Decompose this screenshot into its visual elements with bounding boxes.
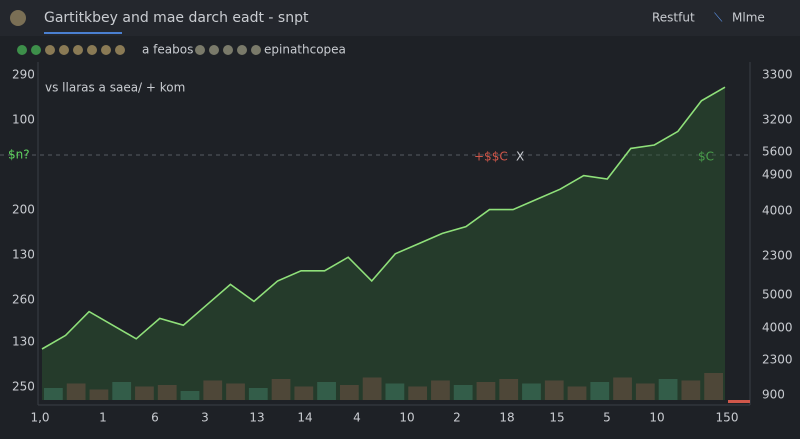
toolbar-icons: [17, 45, 261, 55]
x-axis-label: 2: [453, 411, 461, 425]
left-axis-label: 130: [12, 248, 35, 262]
x-axis-label: 15: [549, 411, 564, 425]
marker: X: [516, 150, 524, 164]
volume-bar: [613, 377, 632, 400]
price-series: [41, 86, 726, 350]
volume-bar: [66, 383, 86, 400]
volume-bar: [135, 386, 154, 400]
right-axis-label: 5600: [762, 145, 793, 159]
volume-bar: [385, 383, 405, 400]
window-title: Gartitkbey and mae darch eadt - snpt: [44, 10, 309, 26]
x-axis-label: 150: [716, 411, 739, 425]
volume-bar: [408, 386, 428, 400]
right-axis-label: 900: [762, 388, 785, 402]
top-bar: [0, 0, 800, 36]
x-axis-label: 1,0: [30, 411, 49, 425]
volume-bar: [362, 377, 382, 400]
marker: $C: [698, 150, 714, 164]
volume-bar: [248, 388, 268, 400]
tool-icon[interactable]: ⟍: [714, 11, 723, 25]
right-axis-label: 3300: [762, 68, 793, 82]
volume-bar: [203, 380, 223, 400]
volume-bar: [294, 386, 314, 400]
volume-bar: [476, 382, 496, 400]
x-axis-label: 13: [249, 411, 264, 425]
volume-bar: [590, 382, 610, 400]
area: [42, 87, 725, 400]
volume-bar: [317, 382, 336, 400]
volume-bar: [112, 382, 132, 400]
volume-bar: [658, 379, 678, 400]
x-axis-label: 10: [399, 411, 414, 425]
logo[interactable]: [10, 10, 26, 26]
right-axis-label: 2300: [762, 249, 793, 263]
volume-bar: [44, 388, 63, 400]
volume-bar: [544, 380, 564, 400]
right-axis-label: 4900: [762, 168, 793, 182]
volume-bar: [567, 386, 587, 400]
x-axis-label: 3: [201, 411, 209, 425]
volume-bar: [635, 383, 655, 400]
right-axis-label: 4000: [762, 204, 793, 218]
menu-item[interactable]: Restfut: [652, 11, 695, 25]
annotation: vs llaras a saea/ + kom: [45, 81, 185, 95]
volume-bar: [453, 385, 473, 400]
right-axis-label: 4000: [762, 321, 793, 335]
volume-bar: [226, 383, 245, 400]
x-axis-label: 10: [649, 411, 664, 425]
marker: +$$C: [474, 150, 508, 164]
volume-bar: [522, 383, 541, 400]
left-axis-label: 100: [12, 113, 35, 127]
volume-bar: [89, 389, 109, 400]
volume-bar: [339, 385, 359, 400]
right-axis-label: 3200: [762, 113, 793, 127]
x-axis-label: 4: [353, 411, 361, 425]
x-axis-label: 6: [151, 411, 159, 425]
right-axis-label: 2300: [762, 353, 793, 367]
marker: $n?: [8, 148, 30, 162]
x-axis-label: 18: [499, 411, 514, 425]
menu-item[interactable]: Mlme: [732, 11, 765, 25]
volume-bar: [271, 379, 291, 400]
volume-bar: [704, 373, 723, 400]
x-axis-label: 5: [603, 411, 611, 425]
x-axis-label: 1: [99, 411, 107, 425]
left-axis-label: 260: [12, 293, 35, 307]
toolbar-text: epinathcopea: [264, 43, 346, 57]
volume-bar: [180, 391, 200, 400]
volume-bar: [431, 380, 450, 400]
left-axis-label: 200: [12, 203, 35, 217]
left-axis-label: 130: [12, 335, 35, 349]
volume-bar: [681, 380, 701, 400]
left-axis-label: 290: [12, 68, 35, 82]
left-axis-label: 250: [12, 380, 35, 394]
price-tag: [728, 400, 750, 403]
volume-bar: [499, 379, 519, 400]
toolbar-text: a feabos: [142, 43, 193, 57]
x-axis-label: 14: [297, 411, 312, 425]
volume-bar: [157, 385, 177, 400]
right-axis-label: 5000: [762, 288, 793, 302]
